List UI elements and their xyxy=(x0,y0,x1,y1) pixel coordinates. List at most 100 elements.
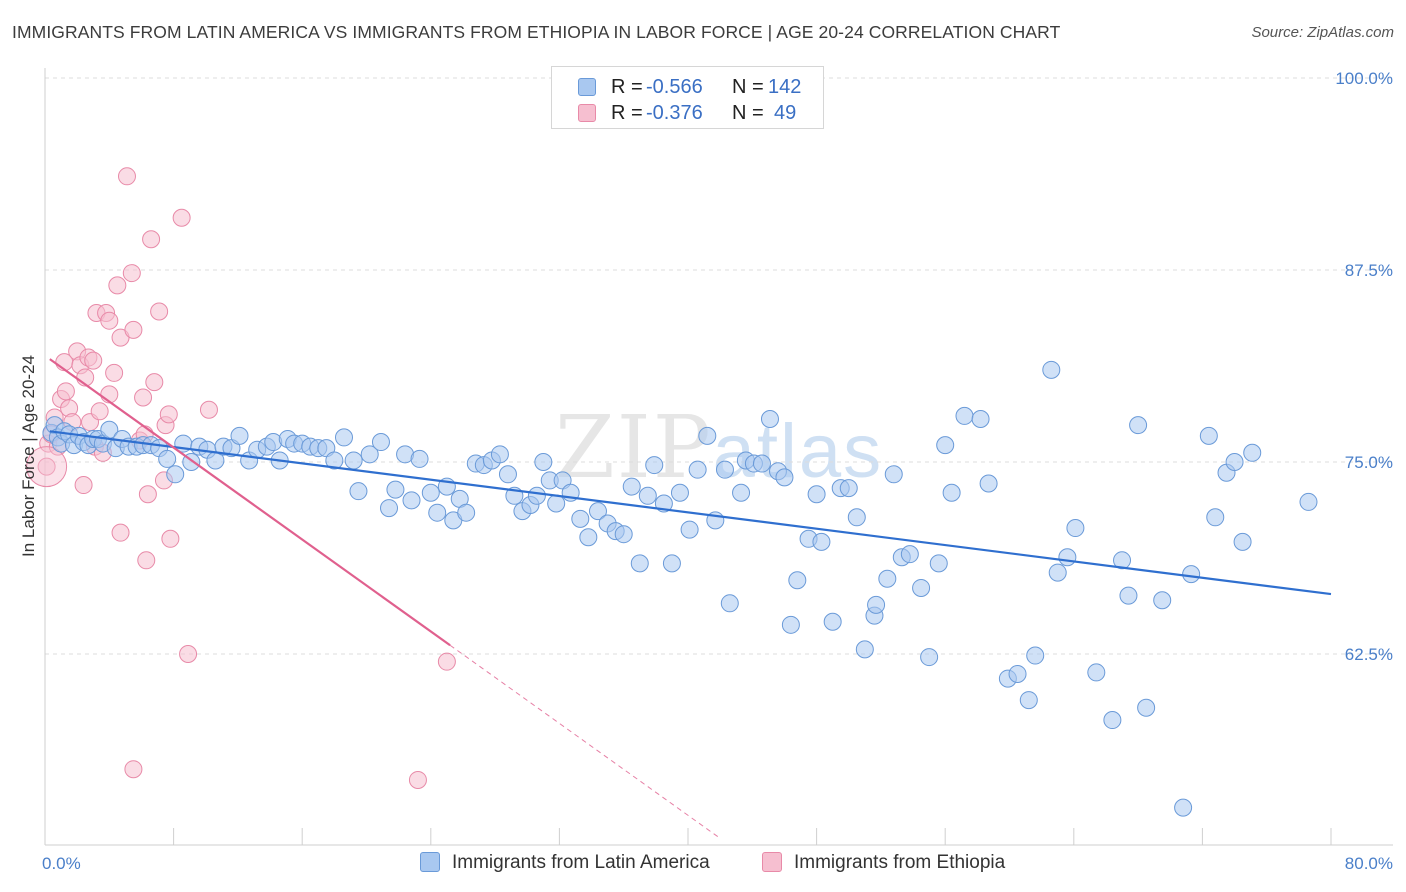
data-point-latin-america xyxy=(1103,711,1122,730)
data-point-latin-america xyxy=(1182,565,1201,584)
legend-swatch-latin-america xyxy=(420,852,440,872)
data-point-latin-america xyxy=(614,525,633,544)
data-point-latin-america xyxy=(1174,798,1193,817)
data-point-latin-america xyxy=(760,409,779,428)
data-point-latin-america xyxy=(1243,443,1262,462)
watermark-atlas: atlas xyxy=(712,409,884,494)
data-point-latin-america xyxy=(942,483,961,502)
data-point-latin-america xyxy=(371,433,390,452)
data-point-latin-america xyxy=(1206,508,1225,527)
data-point-latin-america xyxy=(325,451,344,470)
data-point-ethiopia xyxy=(37,457,56,476)
legend-swatch-ethiopia xyxy=(578,104,596,122)
data-point-latin-america xyxy=(571,509,590,528)
n-label: N = xyxy=(732,76,764,98)
data-point-latin-america xyxy=(1137,698,1156,717)
data-point-latin-america xyxy=(1087,663,1106,682)
tick-labels: 62.5% 75.0% 87.5% 100.0% 0.0% 80.0% In Labor F… xyxy=(19,69,1393,873)
data-point-latin-america xyxy=(752,454,771,473)
data-point-latin-america xyxy=(402,491,421,510)
data-point-latin-america xyxy=(579,528,598,547)
series-ethiopia-points xyxy=(26,167,456,789)
data-point-ethiopia xyxy=(84,351,103,370)
legend-label: Immigrants from Ethiopia xyxy=(794,852,1006,873)
data-point-latin-america xyxy=(884,465,903,484)
data-point-latin-america xyxy=(1113,551,1132,570)
data-point-latin-america xyxy=(1026,646,1045,665)
chart-title: IMMIGRANTS FROM LATIN AMERICA VS IMMIGRA… xyxy=(12,22,1061,42)
data-point-ethiopia xyxy=(142,230,161,249)
data-point-latin-america xyxy=(867,595,886,614)
data-point-latin-america xyxy=(775,468,794,487)
data-point-ethiopia xyxy=(74,476,93,495)
y-tick-label: 100.0% xyxy=(1335,69,1393,88)
data-point-ethiopia xyxy=(111,523,130,542)
data-point-latin-america xyxy=(920,648,939,667)
y-tick-label: 62.5% xyxy=(1345,645,1393,664)
data-point-latin-america xyxy=(855,640,874,659)
data-point-latin-america xyxy=(158,449,177,468)
data-point-latin-america xyxy=(1058,548,1077,567)
data-point-latin-america xyxy=(166,465,185,484)
data-point-ethiopia xyxy=(138,485,157,504)
data-point-latin-america xyxy=(344,451,363,470)
data-point-latin-america xyxy=(847,508,866,527)
data-point-latin-america xyxy=(622,477,641,496)
data-point-latin-america xyxy=(715,460,734,479)
data-point-latin-america xyxy=(230,426,249,445)
data-point-latin-america xyxy=(1225,453,1244,471)
data-point-latin-america xyxy=(878,569,897,588)
legend-label: Immigrants from Latin America xyxy=(452,852,710,873)
data-point-latin-america xyxy=(781,615,800,634)
data-point-latin-america xyxy=(638,486,657,505)
n-value: 49 xyxy=(774,102,797,124)
data-point-ethiopia xyxy=(108,276,127,295)
data-point-latin-america xyxy=(971,409,990,428)
trend-lines xyxy=(49,358,1332,839)
data-point-latin-america xyxy=(645,456,664,475)
data-point-latin-america xyxy=(936,436,955,455)
legend-item-ethiopia: Immigrants from Ethiopia xyxy=(762,852,1005,874)
data-point-ethiopia xyxy=(105,363,124,382)
data-point-latin-america xyxy=(498,465,517,484)
data-point-latin-america xyxy=(839,479,858,498)
data-point-ethiopia xyxy=(56,382,75,401)
r-label: R = xyxy=(611,76,643,98)
data-point-latin-america xyxy=(1042,360,1061,379)
data-point-latin-america xyxy=(680,520,699,539)
data-point-latin-america xyxy=(1066,519,1085,538)
data-point-latin-america xyxy=(410,449,429,468)
data-point-ethiopia xyxy=(408,770,427,789)
legend-swatch-latin-america xyxy=(578,78,596,96)
data-point-latin-america xyxy=(588,502,607,521)
trend-line-ethiopia-dashed xyxy=(449,644,721,839)
trend-line-latin-america-solid xyxy=(49,430,1332,596)
data-point-latin-america xyxy=(1153,591,1172,610)
r-value: -0.376 xyxy=(646,102,703,124)
data-point-latin-america xyxy=(547,494,566,513)
data-point-latin-america xyxy=(421,483,440,502)
data-point-ethiopia xyxy=(117,167,136,186)
data-point-latin-america xyxy=(1019,691,1038,710)
data-point-ethiopia xyxy=(150,302,169,321)
data-point-ethiopia xyxy=(124,760,143,779)
data-point-ethiopia xyxy=(122,264,141,283)
data-point-latin-america xyxy=(534,453,553,471)
data-point-latin-america xyxy=(823,612,842,631)
data-point-ethiopia xyxy=(199,400,218,419)
n-value: 142 xyxy=(768,76,802,98)
data-point-ethiopia xyxy=(100,311,119,330)
y-tick-label: 87.5% xyxy=(1345,261,1393,280)
legend-item-latin-america: Immigrants from Latin America xyxy=(420,852,710,874)
data-point-ethiopia xyxy=(90,402,109,421)
data-point-latin-america xyxy=(929,554,948,573)
y-axis-label: In Labor Force | Age 20-24 xyxy=(19,355,38,557)
trend-line-ethiopia-solid xyxy=(49,358,451,647)
legend-swatch-ethiopia xyxy=(762,852,782,872)
r-value: -0.566 xyxy=(646,76,703,98)
data-point-latin-america xyxy=(1199,426,1218,445)
data-point-latin-america xyxy=(670,483,689,502)
data-point-ethiopia xyxy=(134,388,153,407)
data-point-latin-america xyxy=(979,474,998,493)
data-point-latin-america xyxy=(732,483,751,502)
